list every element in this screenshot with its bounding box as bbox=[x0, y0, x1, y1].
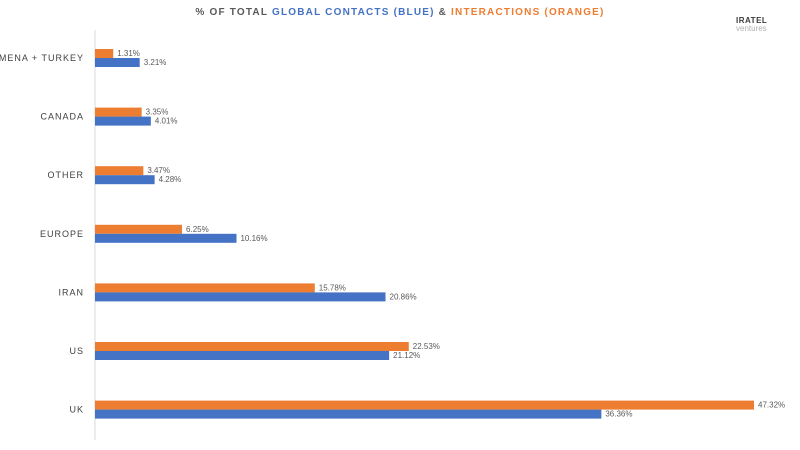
bar-contacts bbox=[95, 409, 602, 419]
title-blue-part: GLOBAL CONTACTS (BLUE) bbox=[271, 7, 435, 18]
data-label-interactions: 22.53% bbox=[413, 342, 440, 351]
data-label-interactions: 3.47% bbox=[147, 166, 170, 175]
bar-contacts bbox=[95, 116, 151, 126]
bar-contacts bbox=[95, 351, 390, 360]
data-label-contacts: 4.01% bbox=[155, 117, 178, 126]
title-orange-part: INTERACTIONS (ORANGE) bbox=[451, 7, 605, 18]
title-prefix: % OF TOTAL bbox=[195, 7, 272, 18]
data-label-contacts: 20.86% bbox=[390, 292, 417, 301]
bar-interactions bbox=[95, 400, 754, 410]
data-label-interactions: 1.31% bbox=[117, 49, 140, 58]
bar-contacts bbox=[95, 233, 237, 243]
bar-interactions bbox=[95, 49, 114, 58]
logo-line2: ventures bbox=[736, 24, 767, 33]
bar-interactions bbox=[95, 107, 142, 117]
chart-title: % OF TOTAL GLOBAL CONTACTS (BLUE) & INTE… bbox=[0, 7, 800, 18]
data-label-contacts: 36.36% bbox=[605, 410, 632, 419]
data-label-contacts: 21.12% bbox=[393, 351, 420, 360]
bar-contacts bbox=[95, 58, 140, 67]
category-label: US bbox=[69, 346, 84, 356]
bar-interactions bbox=[95, 166, 144, 176]
bar-interactions bbox=[95, 283, 315, 293]
logo-line1: IRATEL bbox=[736, 16, 768, 25]
logo: IRATEL ventures bbox=[736, 17, 767, 33]
category-label: IRAN bbox=[58, 287, 84, 297]
data-label-contacts: 4.28% bbox=[159, 175, 182, 184]
data-label-contacts: 3.21% bbox=[144, 58, 167, 67]
title-joiner: & bbox=[434, 7, 452, 18]
data-label-interactions: 47.32% bbox=[758, 401, 785, 410]
data-label-interactions: 15.78% bbox=[319, 283, 346, 292]
bar-interactions bbox=[95, 342, 409, 351]
data-label-contacts: 10.16% bbox=[240, 234, 267, 243]
category-label: OTHER bbox=[48, 170, 85, 180]
bar-contacts bbox=[95, 175, 155, 185]
category-label: MENA + TURKEY bbox=[0, 53, 84, 63]
category-label: EUROPE bbox=[40, 229, 84, 239]
bar-contacts bbox=[95, 292, 386, 302]
data-label-interactions: 6.25% bbox=[186, 225, 209, 234]
bar-interactions bbox=[95, 224, 183, 234]
category-label: CANADA bbox=[40, 112, 84, 122]
category-label: UK bbox=[69, 405, 84, 415]
data-label-interactions: 3.35% bbox=[146, 108, 169, 117]
